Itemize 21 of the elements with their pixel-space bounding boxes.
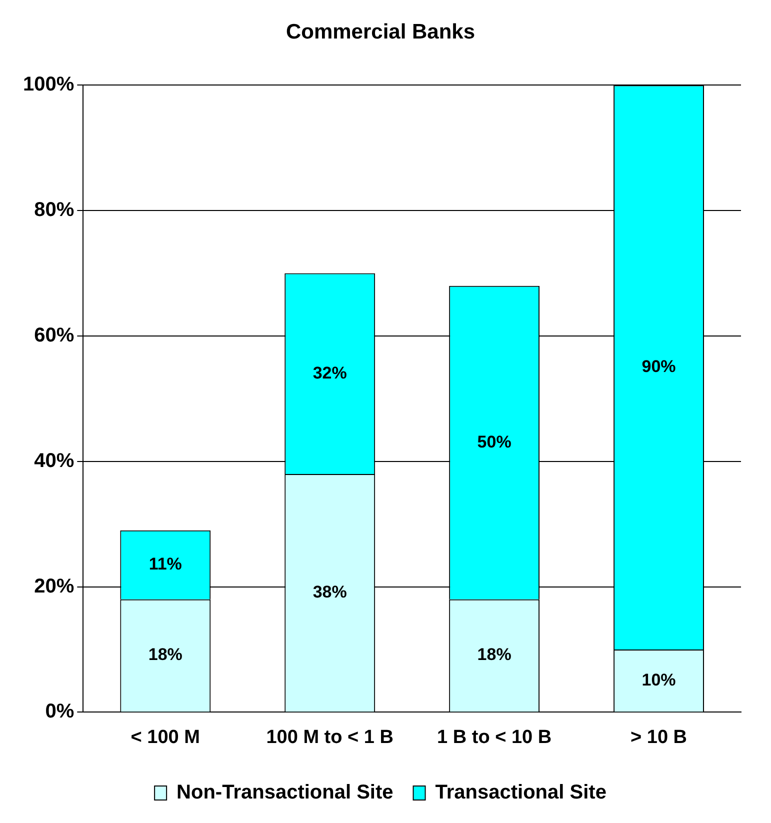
text: 10% (642, 670, 676, 690)
x-tick-label: > 10 B (630, 726, 688, 748)
text: 11% (148, 554, 182, 574)
legend-label: Non-Transactional Site (176, 782, 394, 804)
y-tick-label: 100% (22, 74, 74, 96)
y-tick-label: 20% (34, 575, 74, 598)
text: 50% (477, 432, 512, 452)
y-tick-label: 0% (45, 700, 74, 723)
chart-title: Commercial Banks (286, 20, 476, 44)
text: 38% (312, 582, 347, 602)
text: 90% (642, 357, 676, 376)
legend-label: Transactional Site (435, 782, 606, 804)
text: 18% (477, 645, 512, 664)
y-tick-label: 80% (34, 199, 74, 222)
x-tick-label: 1 B to < 10 B (437, 726, 552, 748)
x-tick-label: 100 M to < 1 B (266, 726, 394, 748)
y-tick-label: 60% (34, 324, 74, 347)
y-tick-label: 40% (34, 450, 74, 472)
text: 18% (148, 645, 182, 664)
text: 32% (312, 363, 347, 382)
x-tick-label: < 100 M (130, 726, 200, 748)
